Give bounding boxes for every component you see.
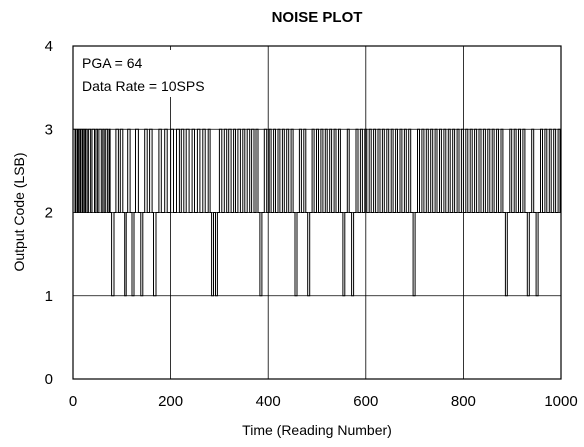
y-tick-label-4: 4 <box>45 38 53 55</box>
y-tick-label-0: 0 <box>45 371 53 388</box>
x-tick-labels: 0 200 400 600 800 1000 <box>69 393 578 410</box>
series-trace <box>73 128 561 297</box>
annotation-data-rate: Data Rate = 10SPS <box>82 78 205 94</box>
y-tick-label-3: 3 <box>45 121 53 138</box>
y-tick-label-1: 1 <box>45 288 53 305</box>
x-tick-label-5: 1000 <box>544 393 577 410</box>
x-tick-label-3: 600 <box>353 393 378 410</box>
x-axis-label: Time (Reading Number) <box>242 422 392 438</box>
chart-title: NOISE PLOT <box>272 9 363 26</box>
annotation-background <box>78 50 250 97</box>
y-tick-labels: 0 1 2 3 4 <box>45 38 53 388</box>
y-tick-label-2: 2 <box>45 205 53 222</box>
x-tick-label-0: 0 <box>69 393 77 410</box>
annotation-pga: PGA = 64 <box>82 55 143 71</box>
x-tick-label-2: 400 <box>256 393 281 410</box>
x-tick-label-4: 800 <box>451 393 476 410</box>
y-axis-label: Output Code (LSB) <box>11 152 27 271</box>
plot-frame <box>72 45 562 380</box>
x-tick-label-1: 200 <box>158 393 183 410</box>
